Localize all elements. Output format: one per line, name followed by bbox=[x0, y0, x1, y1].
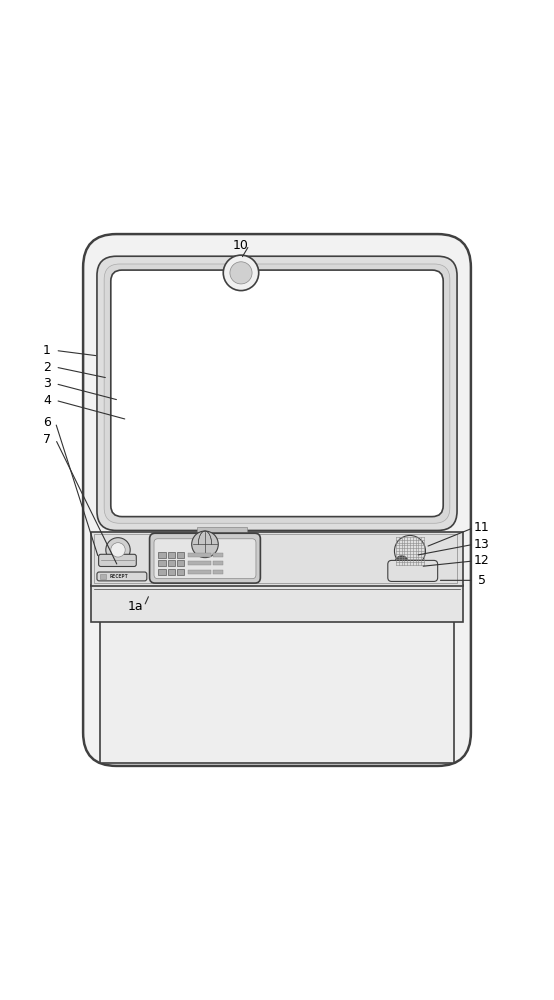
Text: 3: 3 bbox=[43, 377, 51, 390]
Bar bbox=[213, 553, 223, 557]
Circle shape bbox=[192, 531, 218, 558]
Bar bbox=[197, 527, 247, 532]
Text: 1: 1 bbox=[43, 344, 51, 357]
Bar bbox=[158, 552, 166, 558]
Circle shape bbox=[413, 564, 420, 571]
Bar bbox=[188, 553, 211, 557]
Bar bbox=[94, 534, 457, 583]
FancyBboxPatch shape bbox=[97, 572, 147, 581]
Bar bbox=[168, 552, 175, 558]
Circle shape bbox=[230, 262, 252, 284]
FancyBboxPatch shape bbox=[83, 234, 471, 766]
FancyBboxPatch shape bbox=[150, 533, 260, 583]
Circle shape bbox=[106, 538, 130, 562]
Bar bbox=[177, 552, 184, 558]
FancyBboxPatch shape bbox=[111, 270, 443, 517]
Text: 11: 11 bbox=[474, 521, 490, 534]
FancyBboxPatch shape bbox=[97, 256, 457, 530]
FancyBboxPatch shape bbox=[388, 560, 438, 581]
FancyBboxPatch shape bbox=[99, 554, 136, 566]
Text: 7: 7 bbox=[43, 433, 51, 446]
Bar bbox=[188, 570, 211, 574]
Text: 10: 10 bbox=[233, 239, 249, 252]
Circle shape bbox=[223, 255, 259, 291]
Text: RECEPT: RECEPT bbox=[109, 574, 128, 579]
Bar bbox=[91, 532, 463, 586]
Bar bbox=[91, 585, 463, 622]
Text: 1a: 1a bbox=[128, 600, 143, 613]
Bar bbox=[188, 561, 211, 565]
Bar bbox=[213, 570, 223, 574]
Bar bbox=[100, 620, 454, 763]
Bar bbox=[168, 560, 175, 566]
Text: 6: 6 bbox=[43, 416, 51, 429]
FancyBboxPatch shape bbox=[154, 539, 256, 579]
Bar bbox=[158, 569, 166, 575]
Text: 12: 12 bbox=[474, 554, 490, 567]
Text: 13: 13 bbox=[474, 538, 490, 551]
Text: 2: 2 bbox=[43, 361, 51, 374]
FancyBboxPatch shape bbox=[104, 264, 450, 523]
Bar bbox=[177, 560, 184, 566]
Bar bbox=[100, 574, 106, 579]
Circle shape bbox=[111, 543, 125, 557]
Bar bbox=[168, 569, 175, 575]
Text: 5: 5 bbox=[478, 574, 486, 587]
Text: 4: 4 bbox=[43, 394, 51, 407]
Bar bbox=[158, 560, 166, 566]
Bar bbox=[213, 561, 223, 565]
Circle shape bbox=[395, 556, 408, 569]
Bar bbox=[177, 569, 184, 575]
